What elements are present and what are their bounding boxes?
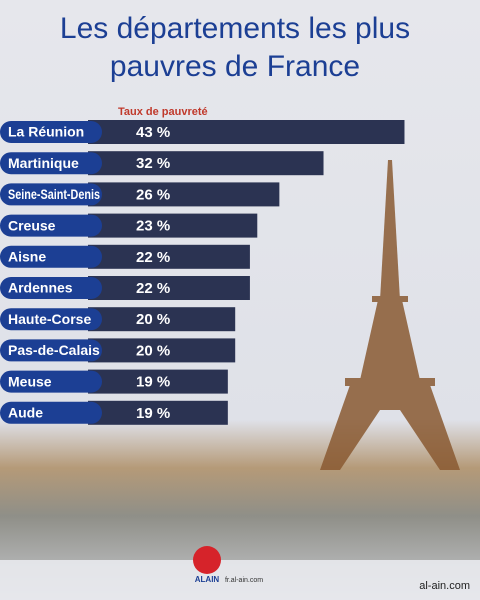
category-label: Ardennes	[8, 280, 73, 296]
category-pill	[0, 308, 102, 331]
site: fr.al-ain.com	[225, 577, 263, 584]
value-label: 20 %	[136, 342, 170, 359]
chart-title: pauvres de France	[110, 50, 360, 83]
bar	[88, 400, 228, 425]
category-pill	[0, 214, 102, 237]
category-pill	[0, 245, 102, 268]
watermark: al-ain.com	[419, 580, 470, 592]
bar	[88, 244, 250, 269]
category-label: Seine-Saint-Denis	[8, 186, 100, 202]
value-label: 22 %	[136, 280, 170, 297]
bar	[88, 369, 228, 394]
value-label: 22 %	[136, 249, 170, 266]
category-label: Aisne	[8, 249, 46, 265]
category-label: Martinique	[8, 155, 79, 171]
value-label: 32 %	[136, 155, 170, 172]
category-label: Meuse	[8, 373, 52, 389]
category-pill	[0, 277, 102, 299]
value-label: 43 %	[136, 124, 170, 141]
subtitle: Taux de pauvreté	[118, 106, 208, 118]
category-pill	[0, 339, 102, 362]
value-label: 19 %	[136, 374, 170, 391]
bar	[88, 276, 250, 300]
chart-title: Les départements les plus	[60, 12, 410, 45]
category-pill	[0, 152, 102, 175]
category-pill	[0, 121, 102, 143]
category-pill	[0, 183, 102, 206]
bar	[88, 120, 405, 144]
footer-band	[0, 560, 480, 600]
category-pill	[0, 401, 102, 424]
logo-icon	[193, 546, 221, 574]
value-label: 19 %	[136, 405, 170, 422]
bar	[88, 182, 280, 207]
category-label: Aude	[8, 405, 43, 421]
category-label: Creuse	[8, 217, 56, 233]
category-pill	[0, 370, 102, 393]
bar	[88, 213, 258, 238]
eiffel-tower	[320, 160, 460, 470]
value-label: 20 %	[136, 311, 170, 328]
category-label: La Réunion	[8, 124, 84, 140]
bar	[88, 338, 236, 363]
logo: ALAIN	[195, 575, 220, 584]
category-label: Pas-de-Calais	[8, 342, 100, 358]
bar	[88, 307, 236, 332]
bar	[88, 151, 324, 176]
value-label: 26 %	[136, 186, 170, 203]
value-label: 23 %	[136, 218, 170, 235]
category-label: Haute-Corse	[8, 311, 91, 327]
